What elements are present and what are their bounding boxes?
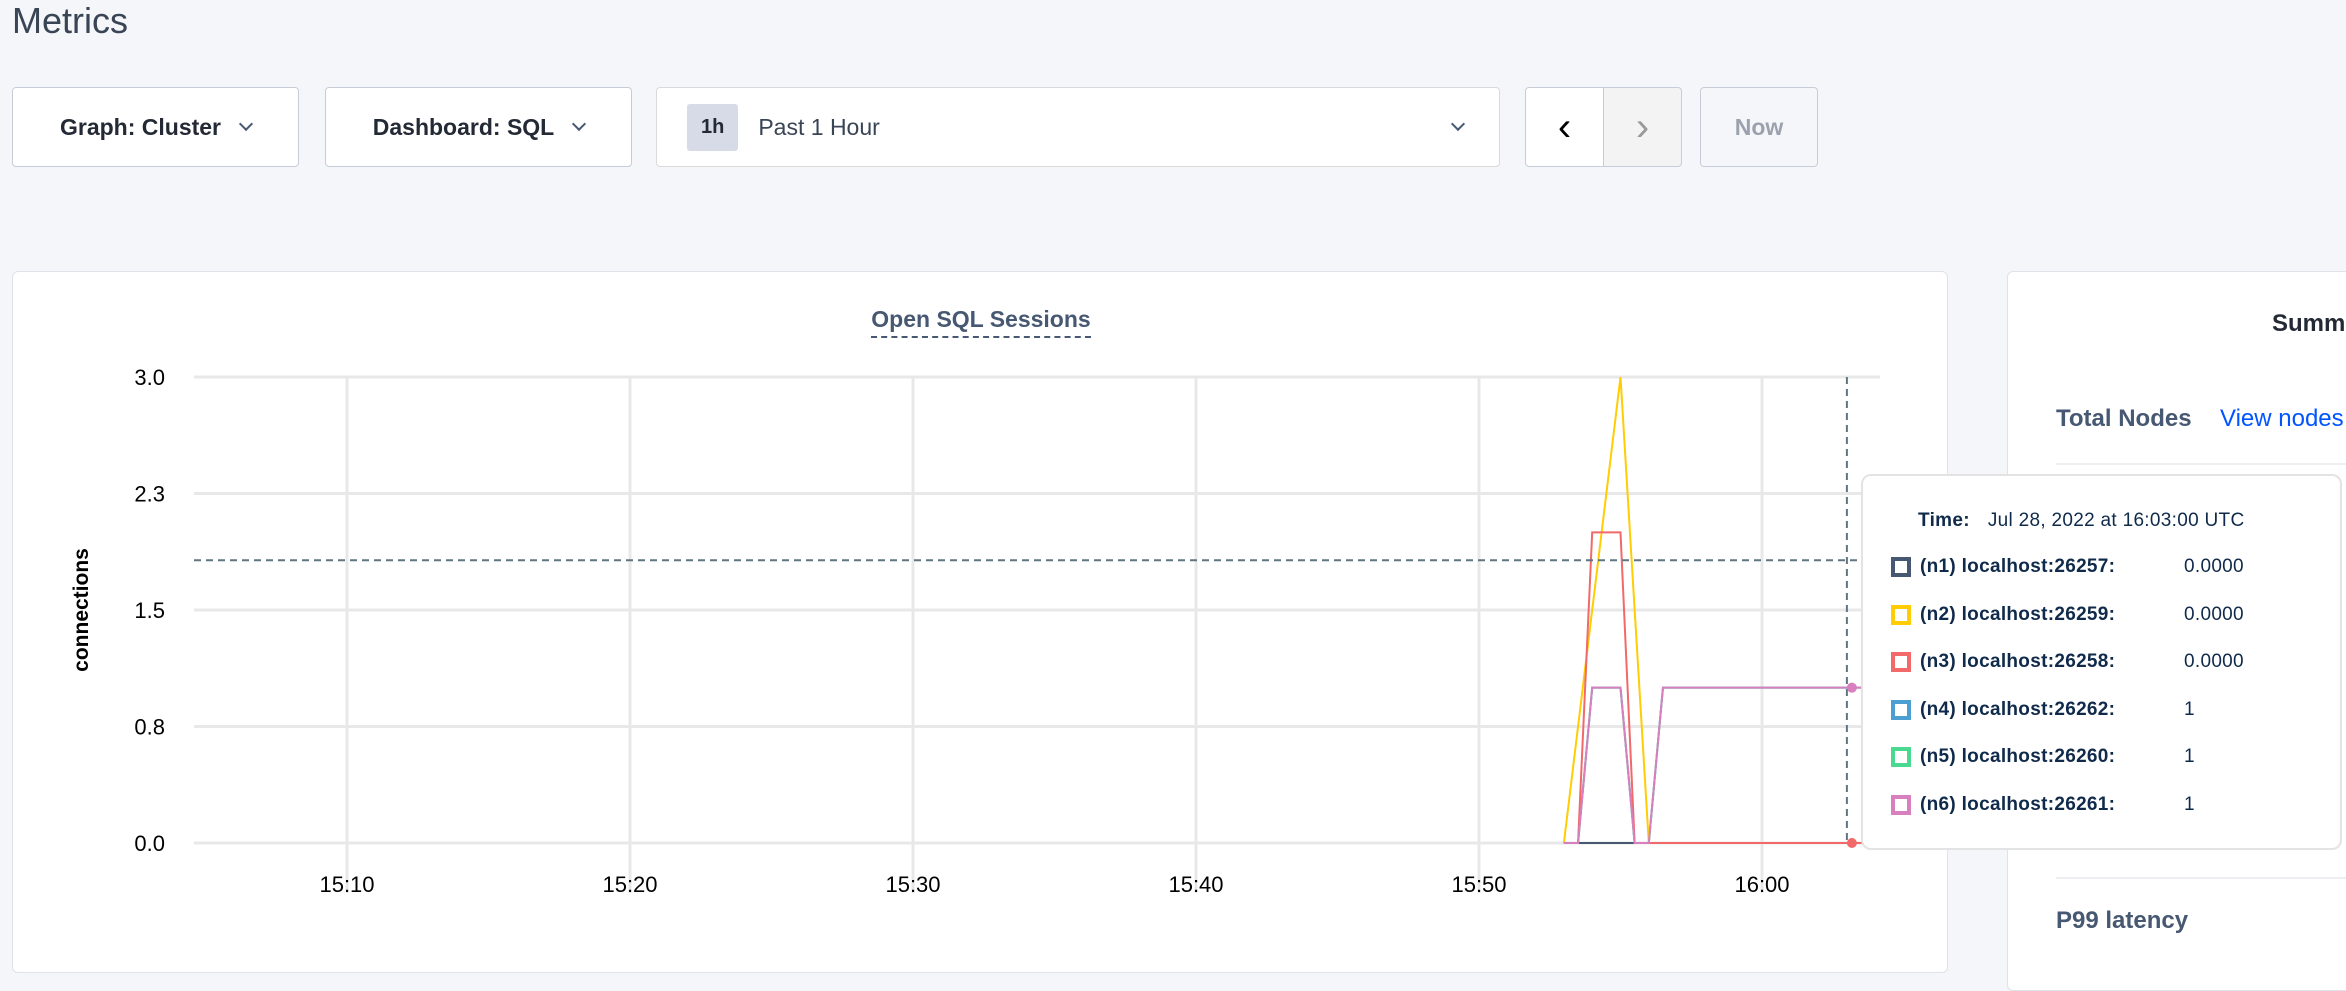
time-range-select[interactable]: 1h Past 1 Hour — [656, 87, 1500, 167]
total-nodes-label: Total Nodes — [2056, 405, 2192, 432]
tooltip-series-value: 1 — [2184, 698, 2195, 720]
chart-title[interactable]: Open SQL Sessions — [0, 306, 1962, 338]
now-button[interactable]: Now — [1700, 87, 1818, 167]
x-tick-label: 15:30 — [885, 872, 940, 897]
tooltip-series-label: (n4) localhost:26262: — [1920, 698, 2116, 720]
tooltip-time-value: Jul 28, 2022 at 16:03:00 UTC — [1987, 510, 2245, 531]
tooltip-series-label: (n2) localhost:26259: — [1920, 603, 2116, 625]
tooltip-row: (n2) localhost:26259: 0.0000 — [1891, 603, 2244, 626]
tooltip-time-label: Time: — [1918, 510, 1970, 531]
divider — [2056, 877, 2346, 879]
tooltip-series-label: (n1) localhost:26257: — [1920, 556, 2116, 577]
hover-point — [1846, 682, 1857, 693]
tooltip-series-label: (n5) localhost:26260: — [1920, 746, 2116, 768]
page-title: Metrics — [12, 0, 128, 41]
tooltip-series-label: (n3) localhost:26258: — [1920, 651, 2116, 673]
series-line — [1563, 686, 1876, 844]
dashboard-select-label: Dashboard: SQL — [372, 113, 555, 140]
x-tick-label: 15:50 — [1451, 872, 1506, 897]
y-tick-label: 2.3 — [134, 482, 165, 507]
dashboard-select[interactable]: Dashboard: SQL — [325, 87, 632, 167]
x-tick-label: 15:10 — [319, 872, 374, 897]
x-tick-label: 15:20 — [602, 872, 657, 897]
series-line — [1563, 686, 1876, 844]
previous-button[interactable]: ‹ — [1525, 87, 1604, 167]
next-button[interactable]: › — [1603, 87, 1682, 167]
tooltip-series-value: 0.0000 — [2184, 651, 2244, 673]
tooltip-row: (n6) localhost:26261: 1 — [1891, 794, 2195, 816]
tooltip-series-value: 0.0000 — [2184, 556, 2244, 577]
y-tick-label: 0.8 — [134, 715, 165, 740]
tooltip-series-label: (n6) localhost:26261: — [1920, 794, 2116, 815]
time-range-label: Past 1 Hour — [758, 113, 880, 140]
chart-tooltip: Time: Jul 28, 2022 at 16:03:00 UTC (n1) l… — [1861, 474, 2342, 850]
tooltip-series-value: 0.0000 — [2184, 603, 2244, 625]
tooltip-row: (n3) localhost:26258: 0.0000 — [1891, 651, 2244, 673]
y-tick-label: 1.5 — [134, 598, 165, 623]
x-tick-label: 15:40 — [1168, 872, 1223, 897]
series-swatch-icon — [1891, 604, 1911, 625]
tooltip-series-value: 1 — [2184, 746, 2195, 768]
x-tick-label: 16:00 — [1734, 872, 1789, 897]
series-swatch-icon — [1891, 652, 1911, 673]
divider — [2056, 463, 2346, 465]
tooltip-row: (n1) localhost:26257: 0.0000 — [1891, 556, 2244, 578]
chevron-right-icon: › — [1635, 104, 1650, 149]
tooltip-series-value: 1 — [2184, 794, 2195, 815]
y-tick-label: 3.0 — [134, 365, 165, 390]
tooltip-row: (n4) localhost:26262: 1 — [1891, 698, 2195, 721]
chevron-left-icon: ‹ — [1557, 104, 1572, 149]
series-swatch-icon — [1891, 699, 1911, 720]
series-swatch-icon — [1891, 557, 1911, 577]
y-tick-label: 0.0 — [134, 831, 165, 856]
series-line — [1563, 686, 1876, 844]
time-badge: 1h — [687, 103, 739, 151]
graph-select-label: Graph: Cluster — [59, 113, 222, 140]
now-label: Now — [1734, 113, 1784, 140]
summary-title: Summ — [2272, 310, 2346, 337]
series-swatch-icon — [1891, 747, 1911, 768]
tooltip-row: (n5) localhost:26260: 1 — [1891, 746, 2195, 768]
graph-select[interactable]: Graph: Cluster — [12, 87, 299, 167]
series-swatch-icon — [1891, 795, 1911, 815]
view-nodes-link[interactable]: View nodes — [2220, 405, 2344, 432]
hover-point — [1846, 838, 1857, 848]
p99-latency-label: P99 latency — [2056, 907, 2189, 934]
chart-title-text: Open SQL Sessions — [871, 306, 1091, 338]
